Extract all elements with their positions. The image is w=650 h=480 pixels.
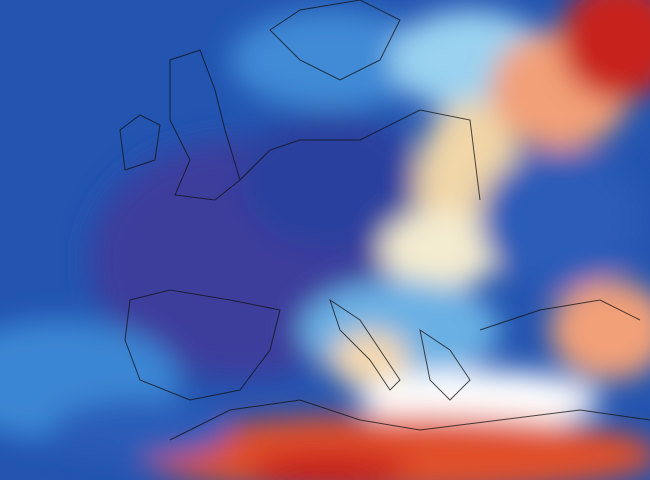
coastlines [119, 0, 650, 441]
